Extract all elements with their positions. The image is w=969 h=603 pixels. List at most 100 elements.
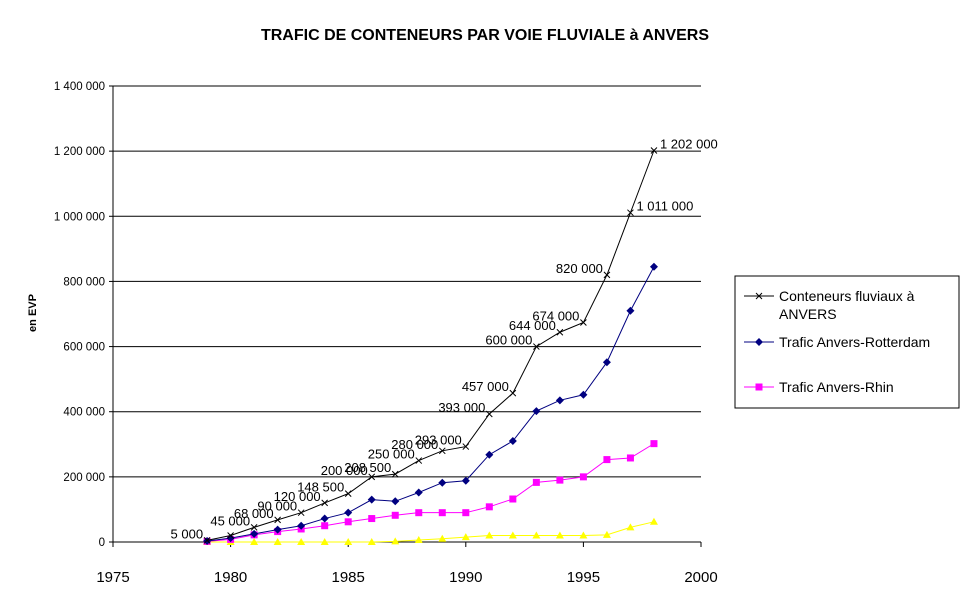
data-point xyxy=(273,538,282,545)
data-point xyxy=(533,343,540,350)
x-marker-stroke xyxy=(250,523,258,531)
x-marker-stroke xyxy=(650,147,658,154)
data-point xyxy=(509,389,517,397)
data-label: 820 000 xyxy=(556,261,603,276)
data-label: 393 000 xyxy=(438,400,485,415)
data-point xyxy=(556,476,564,484)
data-point xyxy=(532,478,540,486)
x-marker-stroke xyxy=(603,271,611,279)
x-marker-stroke xyxy=(580,319,587,326)
data-point xyxy=(650,147,658,154)
y-tick-label: 1 400 000 xyxy=(54,81,105,93)
data-point xyxy=(203,537,211,544)
data-point xyxy=(415,457,423,464)
data-label: 200 000 xyxy=(321,463,368,478)
y-axis-label: en EVP xyxy=(27,294,39,332)
y-tick-labels: 0 200 000 400 000 600 000 800 000 1 000 000 1 … xyxy=(54,81,105,549)
y-tick-label: 200 000 xyxy=(63,472,105,484)
data-point xyxy=(627,209,634,217)
data-point xyxy=(462,509,470,517)
series-1 xyxy=(203,262,658,546)
x-tick-labels: 1975 1980 1985 1990 1995 2000 xyxy=(96,569,717,586)
data-point xyxy=(462,443,470,450)
data-point xyxy=(250,523,258,531)
data-label: 293 000 xyxy=(415,433,462,448)
x-tick-label: 1995 xyxy=(567,569,600,586)
data-point xyxy=(485,503,493,511)
data-label: 68 000 xyxy=(234,506,274,521)
data-point xyxy=(555,531,564,539)
data-point xyxy=(650,440,658,448)
data-label: 5 000 xyxy=(171,526,204,541)
series-0 xyxy=(203,147,658,544)
data-point xyxy=(461,533,470,541)
legend-label: Conteneurs fluviaux à xyxy=(779,288,915,304)
data-label: 1 202 000 xyxy=(660,136,718,151)
data-point xyxy=(649,517,658,525)
data-point xyxy=(485,450,494,459)
series xyxy=(203,147,658,546)
data-point xyxy=(368,515,376,523)
legend: Conteneurs fluviaux à ANVERS Trafic Anvers… xyxy=(734,275,960,409)
data-point xyxy=(649,262,658,271)
data-point xyxy=(603,271,611,279)
data-point xyxy=(626,306,635,315)
data-point xyxy=(602,358,611,367)
y-tick-label: 800 000 xyxy=(63,276,105,288)
legend-label: Trafic Anvers-Rhin xyxy=(779,379,894,395)
y-tick-label: 0 xyxy=(99,537,105,549)
data-label: 250 000 xyxy=(368,447,415,462)
x-tick-label: 1985 xyxy=(332,569,365,586)
data-point xyxy=(297,509,305,517)
data-point xyxy=(580,319,587,326)
data-point xyxy=(532,531,541,539)
data-label: 674 000 xyxy=(532,308,579,323)
data-point xyxy=(438,509,446,517)
data-label: 148 500 xyxy=(297,480,344,495)
data-point xyxy=(579,531,588,539)
data-point xyxy=(532,407,541,416)
data-point xyxy=(250,538,259,545)
x-tick-label: 1990 xyxy=(449,569,482,586)
x-marker-stroke xyxy=(415,457,423,464)
x-marker-stroke xyxy=(556,328,564,336)
data-point xyxy=(367,495,376,504)
y-tick-label: 400 000 xyxy=(63,407,105,419)
x-tick-label: 1975 xyxy=(96,569,129,586)
x-marker-stroke xyxy=(391,470,399,478)
x-marker-stroke xyxy=(368,473,376,481)
x-marker-stroke xyxy=(485,410,493,418)
data-point xyxy=(368,473,376,481)
data-point xyxy=(508,531,517,539)
data-point xyxy=(579,473,587,481)
x-marker-stroke xyxy=(755,292,763,300)
data-point xyxy=(344,538,353,545)
x-marker-stroke xyxy=(438,447,446,455)
data-point xyxy=(461,476,470,485)
data-point xyxy=(391,497,400,506)
legend-item: Trafic Anvers-Rhin xyxy=(744,379,894,395)
data-label: 457 000 xyxy=(462,379,509,394)
data-point xyxy=(603,456,611,464)
data-point xyxy=(438,447,446,455)
data-point xyxy=(438,534,447,542)
series-line xyxy=(207,266,655,542)
x-marker-stroke xyxy=(344,490,352,497)
y-tick-label: 1 200 000 xyxy=(54,146,105,158)
data-point xyxy=(273,525,282,534)
data-label: 45 000 xyxy=(210,513,250,528)
data-label: 280 000 xyxy=(391,437,438,452)
data-point xyxy=(321,499,329,507)
series-line xyxy=(206,150,655,541)
x-marker-stroke xyxy=(462,443,470,450)
data-point xyxy=(579,390,588,399)
data-point xyxy=(391,511,399,519)
legend-marker xyxy=(755,338,763,346)
data-label: 120 000 xyxy=(274,489,321,504)
data-point xyxy=(485,410,493,418)
data-point xyxy=(274,516,281,524)
x-marker-stroke xyxy=(627,209,634,217)
x-marker-stroke xyxy=(321,499,329,507)
legend-label: ANVERS xyxy=(779,306,837,322)
